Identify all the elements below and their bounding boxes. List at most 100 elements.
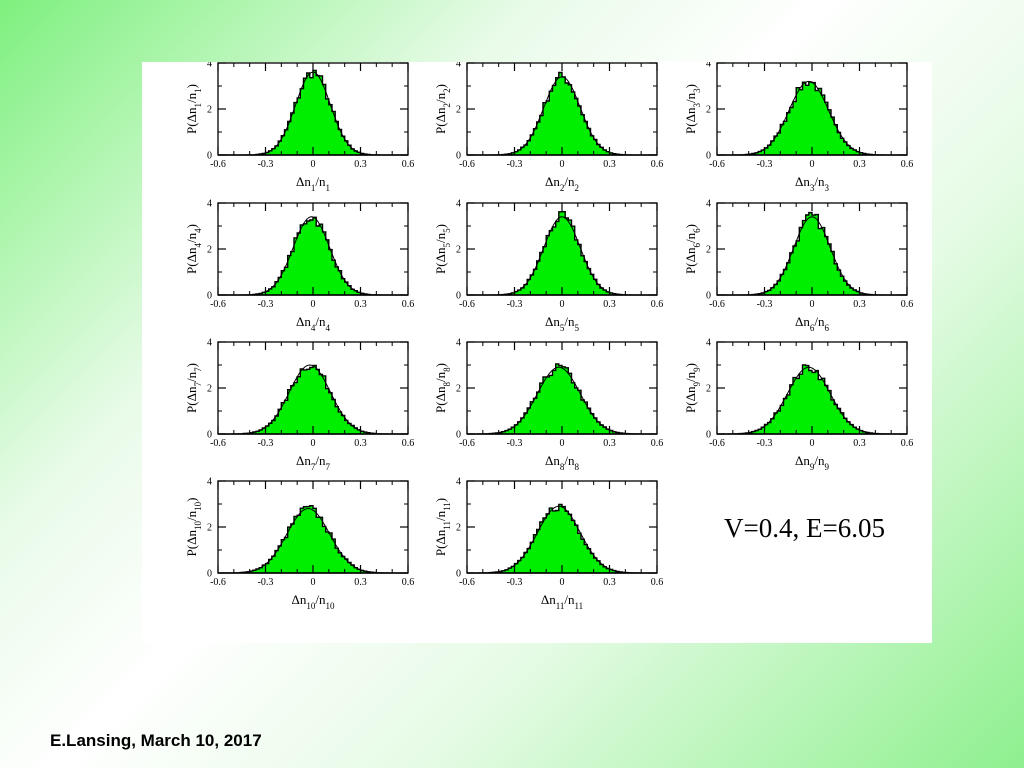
x-tick-label: 0 bbox=[560, 438, 565, 449]
x-tick-label: -0.3 bbox=[507, 159, 523, 170]
y-tick-label: 2 bbox=[706, 384, 711, 395]
x-tick-label: -0.3 bbox=[258, 159, 274, 170]
x-tick-label: -0.6 bbox=[210, 299, 226, 310]
histogram-panel-7: -0.6 -0.3 0 0.3 0.6 0 2 4 Δn7/n7 P(Δn7/n7) bbox=[184, 338, 414, 473]
y-tick-label: 0 bbox=[207, 291, 212, 302]
y-tick-label: 0 bbox=[456, 430, 461, 441]
y-tick-label: 4 bbox=[456, 62, 461, 70]
x-tick-label: -0.3 bbox=[258, 299, 274, 310]
y-axis-label: P(Δn7/n7) bbox=[184, 363, 203, 413]
histogram-panel-9: -0.6 -0.3 0 0.3 0.6 0 2 4 Δn9/n9 P(Δn9/n9) bbox=[683, 338, 913, 473]
y-tick-label: 4 bbox=[706, 62, 711, 70]
histogram-bars bbox=[218, 69, 408, 156]
x-tick-label: 0.6 bbox=[901, 159, 914, 170]
y-tick-label: 0 bbox=[706, 291, 711, 302]
x-tick-label: 0.3 bbox=[603, 159, 616, 170]
x-tick-label: 0.6 bbox=[651, 299, 664, 310]
x-axis-label: Δn5/n5 bbox=[545, 314, 580, 333]
x-tick-label: 0 bbox=[560, 577, 565, 588]
histogram-bars bbox=[717, 81, 907, 156]
x-tick-label: -0.6 bbox=[459, 159, 475, 170]
x-tick-label: 0 bbox=[311, 438, 316, 449]
histogram-panel-8: -0.6 -0.3 0 0.3 0.6 0 2 4 Δn8/n8 P(Δn8/n8) bbox=[433, 338, 663, 473]
histogram-bars bbox=[467, 503, 657, 574]
histogram-panel-6: -0.6 -0.3 0 0.3 0.6 0 2 4 Δn6/n6 P(Δn6/n6) bbox=[683, 199, 913, 334]
y-tick-label: 2 bbox=[456, 384, 461, 395]
histogram-bars bbox=[717, 211, 907, 296]
y-tick-label: 4 bbox=[706, 338, 711, 349]
histogram-panel-3: -0.6 -0.3 0 0.3 0.6 0 2 4 Δn3/n3 P(Δn3/n3) bbox=[683, 62, 913, 193]
x-tick-label: 0 bbox=[311, 577, 316, 588]
y-axis-label: P(Δn3/n3) bbox=[683, 84, 702, 134]
x-tick-label: 0.3 bbox=[603, 299, 616, 310]
y-tick-label: 0 bbox=[207, 569, 212, 580]
y-tick-label: 4 bbox=[207, 338, 212, 349]
y-tick-label: 0 bbox=[207, 151, 212, 162]
parameter-annotation: V=0.4, E=6.05 bbox=[724, 513, 885, 543]
x-tick-label: 0.3 bbox=[853, 159, 866, 170]
x-tick-label: 0.6 bbox=[651, 577, 664, 588]
x-tick-label: 0.6 bbox=[402, 159, 415, 170]
y-axis-label: P(Δn2/n2) bbox=[433, 84, 452, 134]
x-tick-label: 0.3 bbox=[603, 438, 616, 449]
histogram-bars bbox=[218, 216, 408, 296]
x-axis-label: Δn9/n9 bbox=[795, 453, 830, 472]
x-tick-label: 0 bbox=[810, 438, 815, 449]
figure-panel: -0.6 -0.3 0 0.3 0.6 0 2 4 Δn1/n1 P(Δn1/n1) -0.6 -0.… bbox=[142, 62, 932, 643]
x-tick-label: 0.6 bbox=[651, 159, 664, 170]
x-tick-label: -0.3 bbox=[507, 438, 523, 449]
histogram-panel-2: -0.6 -0.3 0 0.3 0.6 0 2 4 Δn2/n2 P(Δn2/n2) bbox=[433, 62, 663, 193]
y-tick-label: 2 bbox=[456, 105, 461, 116]
x-tick-label: 0.3 bbox=[853, 299, 866, 310]
histogram-bars bbox=[717, 364, 907, 435]
histogram-panel-4: -0.6 -0.3 0 0.3 0.6 0 2 4 Δn4/n4 P(Δn4/n4) bbox=[184, 199, 414, 334]
y-tick-label: 0 bbox=[207, 430, 212, 441]
y-tick-label: 4 bbox=[706, 199, 711, 210]
x-tick-label: 0.6 bbox=[901, 438, 914, 449]
y-tick-label: 0 bbox=[456, 569, 461, 580]
x-tick-label: -0.3 bbox=[258, 577, 274, 588]
x-tick-label: -0.3 bbox=[507, 577, 523, 588]
y-tick-label: 2 bbox=[456, 245, 461, 256]
y-tick-label: 2 bbox=[207, 105, 212, 116]
x-axis-label: Δn3/n3 bbox=[795, 174, 830, 193]
y-tick-label: 4 bbox=[456, 338, 461, 349]
x-tick-label: -0.6 bbox=[459, 577, 475, 588]
x-axis-label: Δn1/n1 bbox=[296, 174, 330, 193]
y-axis-label: P(Δn11/n11) bbox=[433, 498, 452, 556]
x-tick-label: -0.3 bbox=[507, 299, 523, 310]
histogram-panel-10: -0.6 -0.3 0 0.3 0.6 0 2 4 Δn10/n10 P(Δn10/n10) bbox=[184, 477, 414, 612]
x-axis-label: Δn11/n11 bbox=[541, 592, 583, 611]
x-tick-label: 0.3 bbox=[354, 159, 367, 170]
x-tick-label: -0.3 bbox=[258, 438, 274, 449]
x-tick-label: -0.3 bbox=[757, 159, 773, 170]
x-tick-label: -0.6 bbox=[459, 299, 475, 310]
histogram-panel-11: -0.6 -0.3 0 0.3 0.6 0 2 4 Δn11/n11 P(Δn11/n11) bbox=[433, 477, 663, 612]
y-axis-label: P(Δn4/n4) bbox=[184, 224, 203, 274]
x-axis-label: Δn7/n7 bbox=[296, 453, 331, 472]
footer-date: E.Lansing, March 10, 2017 bbox=[50, 731, 262, 750]
x-tick-label: 0.6 bbox=[402, 577, 415, 588]
x-tick-label: -0.6 bbox=[709, 159, 725, 170]
x-tick-label: -0.6 bbox=[210, 159, 226, 170]
x-tick-label: 0.3 bbox=[354, 577, 367, 588]
x-axis-label: Δn2/n2 bbox=[545, 174, 579, 193]
x-axis-label: Δn6/n6 bbox=[795, 314, 830, 333]
x-tick-label: 0 bbox=[311, 159, 316, 170]
y-tick-label: 4 bbox=[207, 62, 212, 70]
x-tick-label: -0.6 bbox=[709, 438, 725, 449]
x-tick-label: -0.3 bbox=[757, 299, 773, 310]
histogram-panel-5: -0.6 -0.3 0 0.3 0.6 0 2 4 Δn5/n5 P(Δn5/n5) bbox=[433, 199, 663, 334]
y-tick-label: 2 bbox=[207, 523, 212, 534]
y-axis-label: P(Δn8/n8) bbox=[433, 363, 452, 413]
histogram-bars bbox=[467, 71, 657, 156]
y-axis-label: P(Δn9/n9) bbox=[683, 363, 702, 413]
y-tick-label: 4 bbox=[456, 199, 461, 210]
x-tick-label: -0.6 bbox=[210, 438, 226, 449]
x-axis-label: Δn4/n4 bbox=[296, 314, 331, 333]
y-tick-label: 0 bbox=[456, 151, 461, 162]
x-axis-label: Δn8/n8 bbox=[545, 453, 580, 472]
x-axis-label: Δn10/n10 bbox=[292, 592, 336, 611]
x-tick-label: 0.3 bbox=[354, 438, 367, 449]
